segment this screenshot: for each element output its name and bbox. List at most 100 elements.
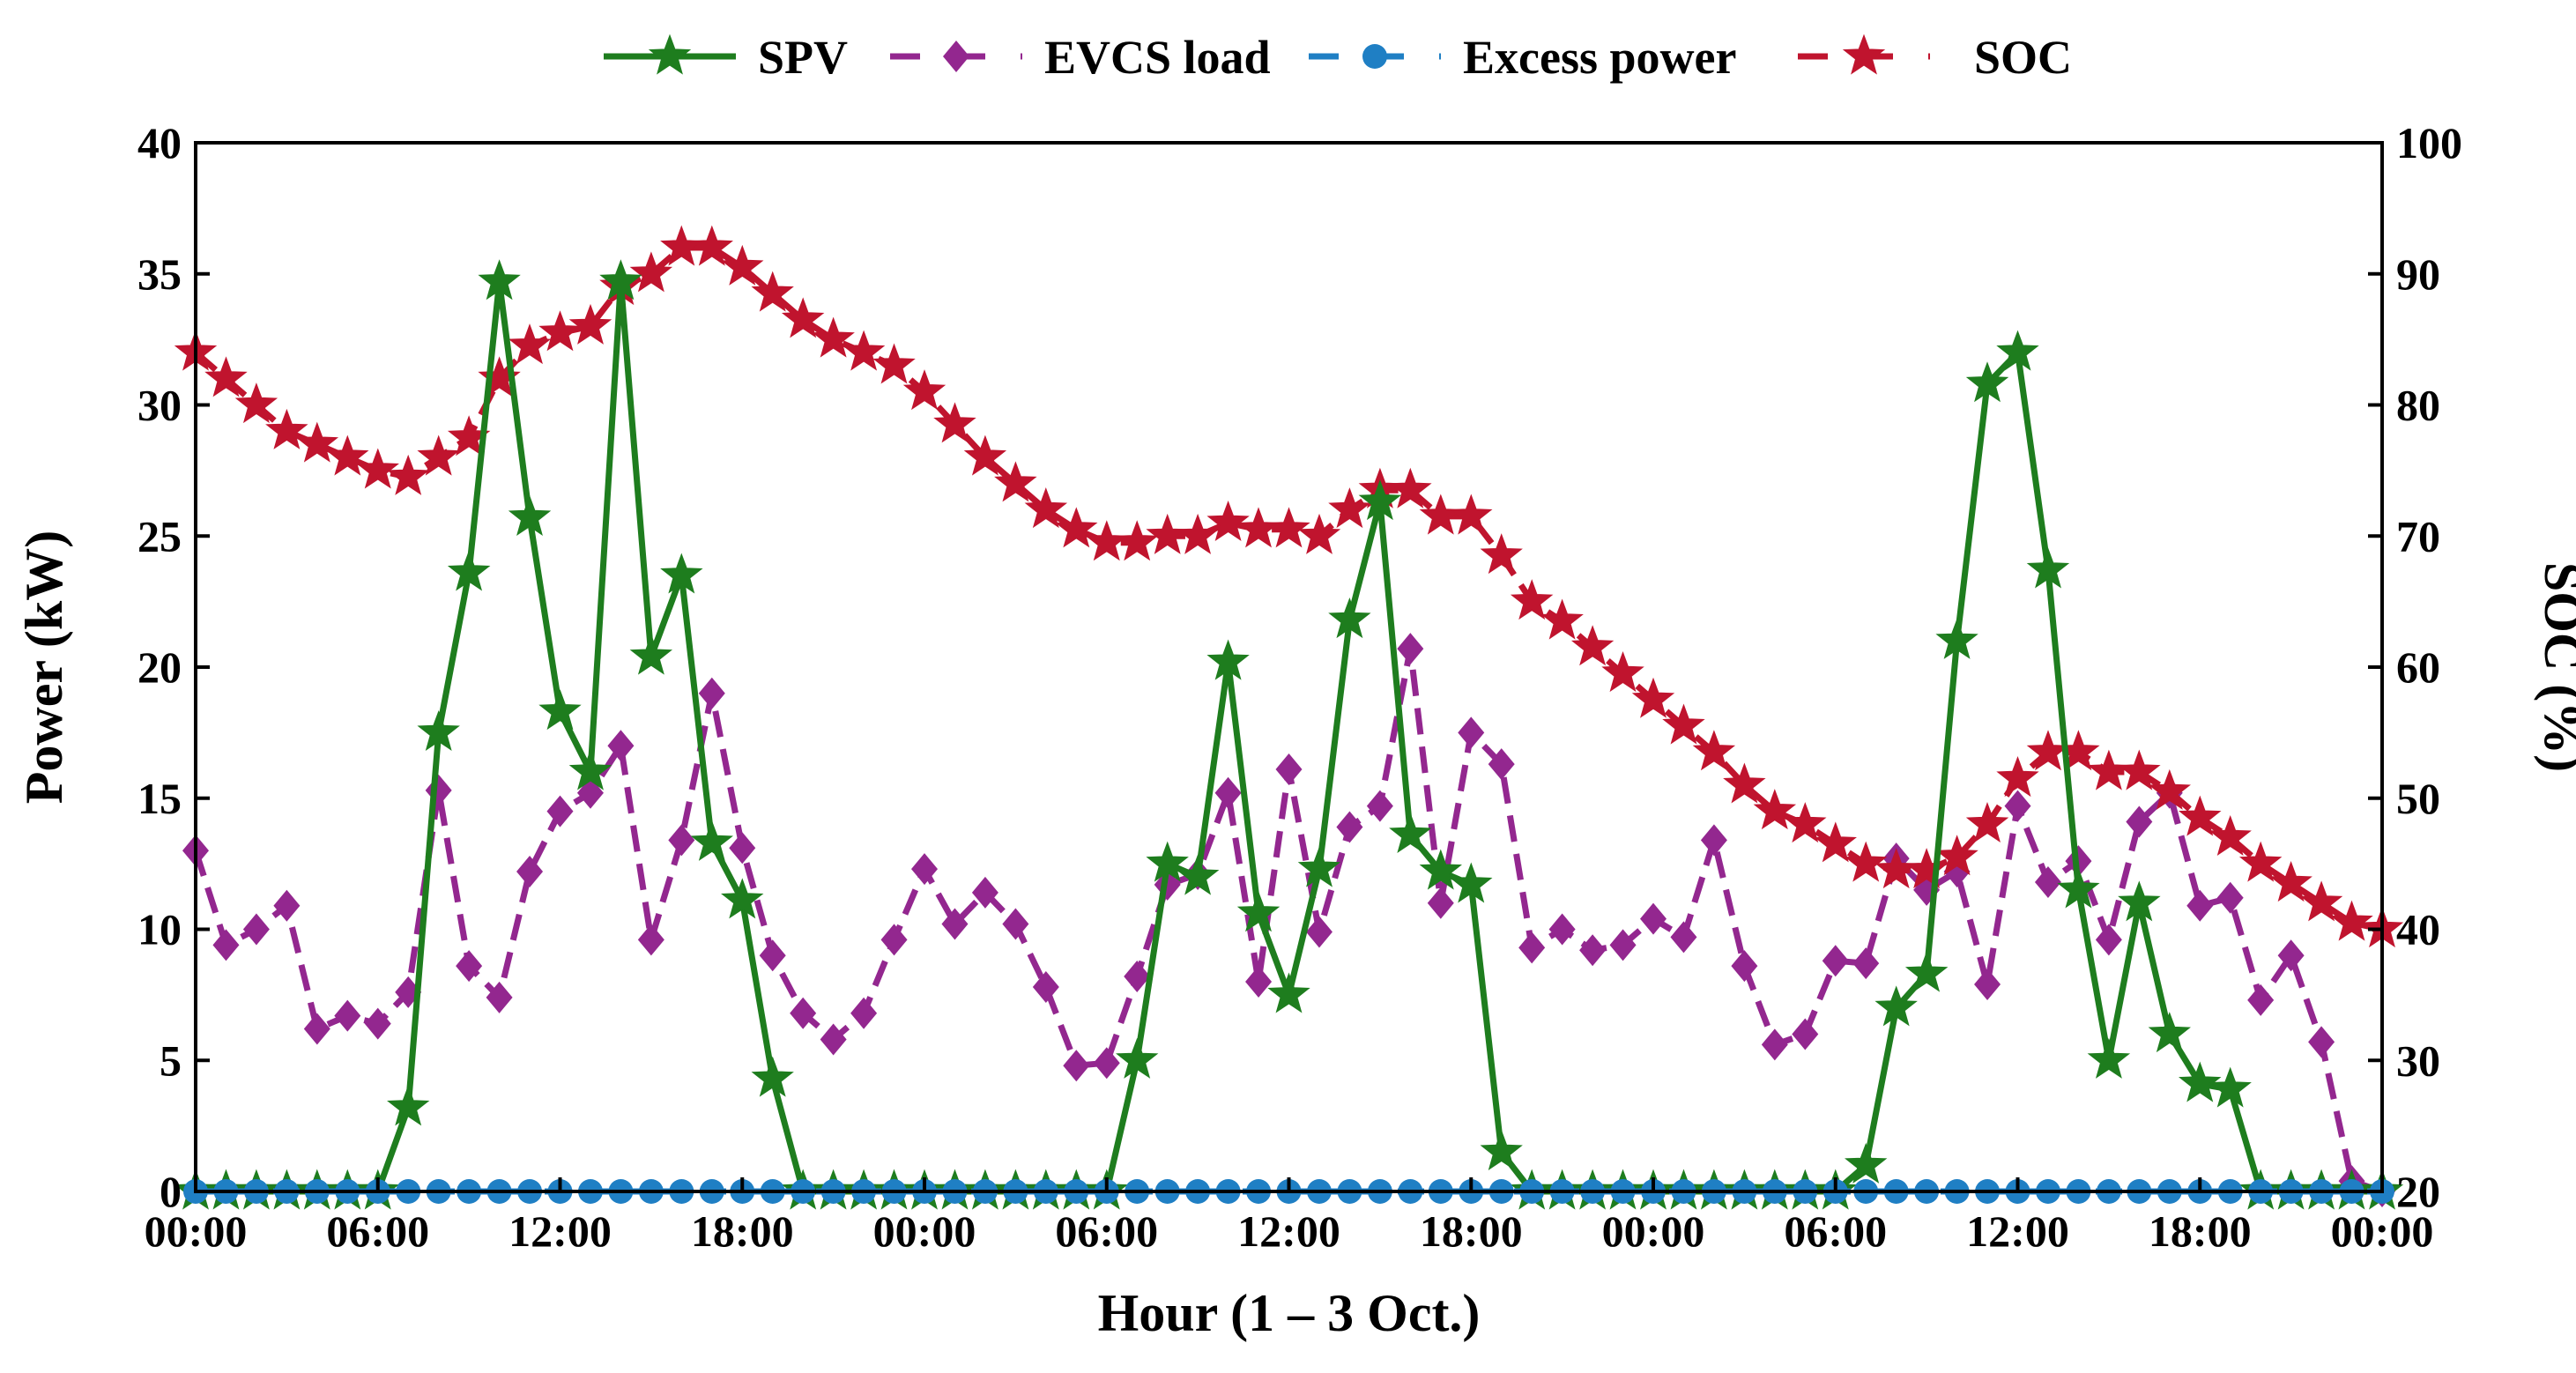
data-point-spv <box>1206 639 1250 680</box>
data-point-soc <box>781 297 825 338</box>
x-tick-label: 06:00 <box>1784 1206 1887 1256</box>
y-axis-title: Power (kW) <box>15 531 73 805</box>
data-point-spv <box>1389 812 1432 853</box>
data-point-soc <box>2299 880 2343 922</box>
data-point-evcs-load <box>1093 1047 1120 1080</box>
data-point-soc <box>387 454 430 495</box>
y-tick-label: 10 <box>137 905 182 954</box>
data-point-spv <box>2087 1037 2131 1079</box>
data-point-evcs-load <box>1275 753 1303 786</box>
data-point-spv <box>2026 547 2070 589</box>
data-point-evcs-load <box>880 924 908 956</box>
data-point-evcs-load <box>1488 748 1515 781</box>
data-point-spv <box>568 749 612 790</box>
data-point-spv <box>1935 618 1978 659</box>
data-point-evcs-load <box>364 1007 391 1040</box>
data-point-soc <box>2179 795 2222 836</box>
data-point-evcs-load <box>698 677 725 709</box>
data-point-soc <box>1874 848 1918 889</box>
data-point-soc <box>1236 507 1281 548</box>
y2-tick-label: 50 <box>2396 774 2440 823</box>
series-line-spv <box>196 278 2382 1195</box>
legend-item-soc: SOC <box>1798 31 2072 84</box>
data-point-soc <box>326 434 369 476</box>
data-point-evcs-load <box>1427 887 1454 919</box>
y2-tick-label: 90 <box>2396 249 2440 299</box>
data-point-soc <box>478 356 521 397</box>
x-tick-label: 00:00 <box>1602 1206 1705 1256</box>
data-point-evcs-load <box>516 856 544 888</box>
data-point-soc <box>1935 835 1978 876</box>
data-point-evcs-load <box>759 939 786 972</box>
legend-item-excess-power: Excess power <box>1309 31 1736 84</box>
data-point-evcs-load <box>1063 1050 1090 1082</box>
plot-area <box>174 225 2404 1210</box>
data-point-spv <box>599 259 642 301</box>
data-point-evcs-load <box>1792 1018 1819 1050</box>
data-point-evcs-load <box>303 1013 330 1045</box>
x-tick-label: 12:00 <box>1966 1206 2069 1256</box>
data-point-spv <box>1328 597 1371 639</box>
y2-tick-label: 20 <box>2396 1167 2440 1216</box>
data-point-spv <box>1874 985 1918 1027</box>
x-tick-label: 12:00 <box>509 1206 612 1256</box>
data-point-soc <box>751 271 794 312</box>
x-tick-label: 18:00 <box>1420 1206 1523 1256</box>
data-point-spv <box>1358 479 1402 521</box>
data-point-evcs-load <box>2186 889 2214 922</box>
data-point-soc <box>1480 533 1523 575</box>
y-tick-label: 30 <box>137 381 182 430</box>
data-point-spv <box>538 689 582 731</box>
x-axis-title: Hour (1 – 3 Oct.) <box>1098 1284 1481 1342</box>
data-point-soc <box>1996 755 2039 798</box>
y-tick-label: 35 <box>137 249 182 299</box>
axes: 0 5 10 15 20 25 30 35 40 20 30 40 50 60 70 80 90 100 00:00… <box>15 118 2576 1342</box>
legend-marker-soc <box>1842 33 1886 75</box>
legend-marker-excess-power <box>1362 44 1387 69</box>
data-point-soc <box>933 402 976 443</box>
y-tick-label: 20 <box>137 642 182 692</box>
legend-label-evcs-load: EVCS load <box>1044 31 1271 84</box>
data-point-evcs-load <box>1700 824 1727 857</box>
data-point-spv <box>629 634 673 675</box>
data-point-soc <box>1328 487 1371 529</box>
data-point-soc <box>994 461 1037 502</box>
data-point-evcs-load <box>242 913 270 946</box>
data-point-spv <box>1176 854 1220 895</box>
data-point-evcs-load <box>941 908 969 940</box>
data-point-soc <box>1085 520 1128 561</box>
data-point-soc <box>204 356 248 397</box>
data-point-spv <box>508 494 552 536</box>
plot-frame <box>194 141 2384 1193</box>
data-point-evcs-load <box>1336 811 1363 843</box>
data-point-soc <box>629 251 673 293</box>
data-point-soc <box>295 421 339 463</box>
data-point-soc <box>872 343 916 384</box>
data-point-soc <box>2087 749 2131 790</box>
data-point-soc <box>1723 762 1766 804</box>
y2-tick-label: 70 <box>2396 511 2440 560</box>
data-point-evcs-load <box>1032 970 1059 1003</box>
x-tick-label: 00:00 <box>873 1206 976 1256</box>
data-point-evcs-load <box>911 853 938 886</box>
data-point-soc <box>1631 677 1675 718</box>
data-point-evcs-load <box>1214 776 1242 809</box>
data-point-evcs-load <box>1366 790 1393 822</box>
data-point-spv <box>2057 867 2100 909</box>
data-point-soc <box>1206 500 1250 541</box>
legend-label-excess-power: Excess power <box>1463 31 1736 84</box>
data-point-evcs-load <box>729 832 756 865</box>
data-point-soc <box>538 310 582 352</box>
data-point-soc <box>1814 821 1857 863</box>
data-point-evcs-load <box>273 889 301 922</box>
data-point-evcs-load <box>1458 716 1485 749</box>
data-point-soc <box>1116 520 1159 561</box>
data-point-soc <box>842 330 886 371</box>
legend-marker-spv <box>648 33 692 75</box>
y2-tick-label: 40 <box>2396 905 2440 954</box>
data-point-soc <box>2269 860 2312 902</box>
data-point-evcs-load <box>607 730 635 762</box>
legend-label-spv: SPV <box>758 31 848 84</box>
data-point-soc <box>1784 802 1827 843</box>
